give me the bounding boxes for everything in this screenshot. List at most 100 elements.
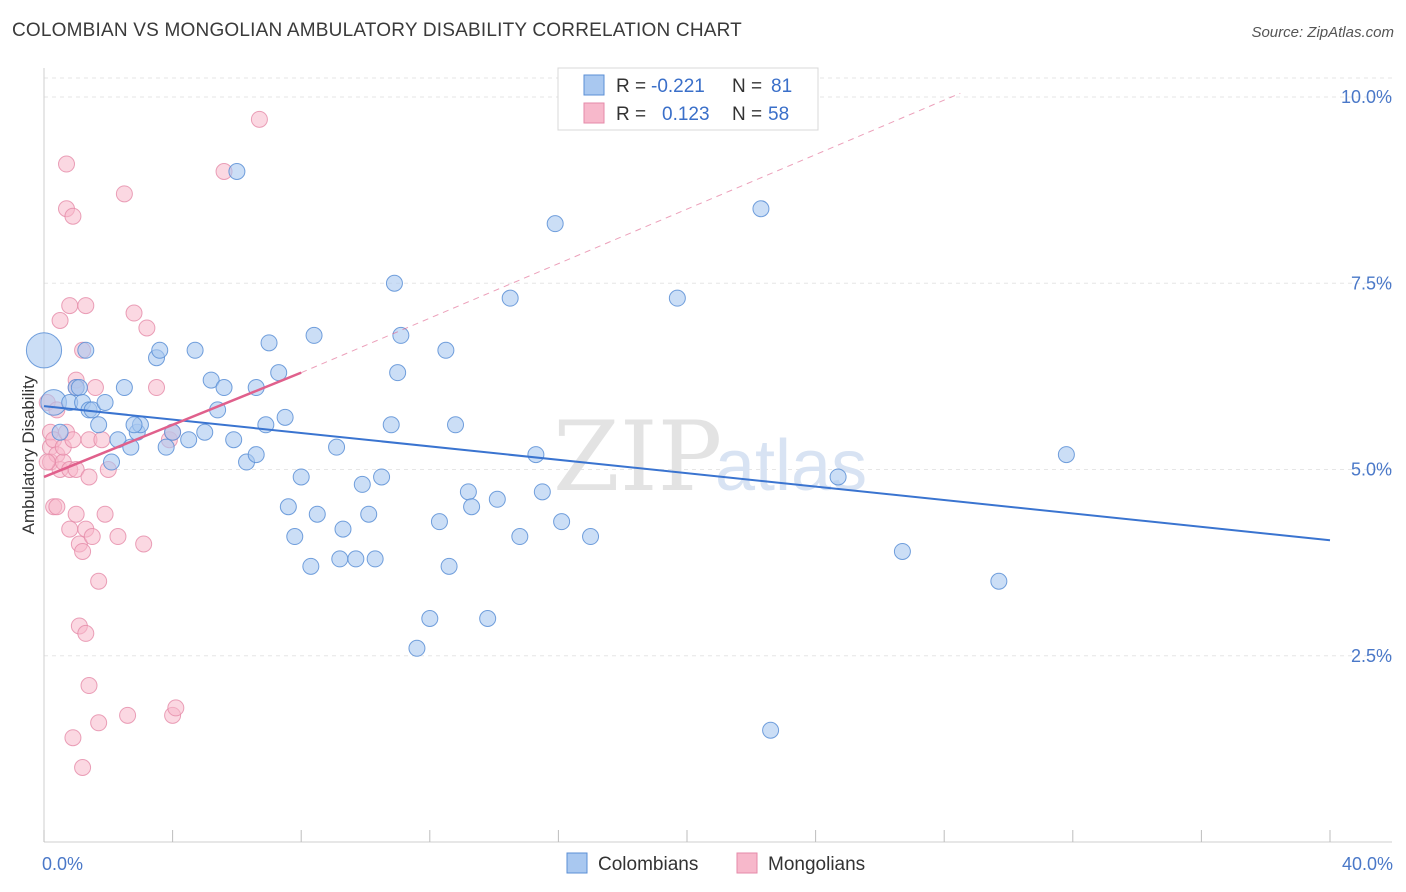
legend-swatch-mongolians: [583, 102, 605, 124]
data-point-colombians: [440, 557, 458, 575]
data-point-colombians: [276, 408, 294, 426]
data-point-mongolians: [86, 379, 104, 397]
data-point-colombians: [463, 498, 481, 516]
tick-labels: 2.5% 5.0% 7.5% 10.0% 0.0% 40.0%: [42, 87, 1393, 874]
grid-lines: [44, 77, 1392, 657]
legend-swatch-mongolians: [736, 852, 758, 874]
data-point-colombians: [668, 289, 686, 307]
data-point-colombians: [533, 483, 551, 501]
data-point-colombians: [115, 379, 133, 397]
x-tick-label: 40.0%: [1342, 854, 1393, 874]
data-point-colombians: [334, 520, 352, 538]
legend-n-value: 58: [768, 104, 789, 125]
data-point-colombians: [347, 550, 365, 568]
data-point-mongolians: [90, 714, 108, 732]
data-point-colombians: [752, 200, 770, 218]
legend-n-label: N =: [732, 104, 762, 125]
data-point-colombians: [302, 557, 320, 575]
data-point-colombians: [447, 416, 465, 434]
colombians-points: [25, 88, 1075, 739]
data-point-colombians: [328, 438, 346, 456]
data-point-mongolians: [80, 468, 98, 486]
data-point-colombians: [202, 371, 220, 389]
data-point-colombians: [488, 490, 506, 508]
legend-r-value: 0.123: [662, 104, 710, 125]
data-point-colombians: [582, 528, 600, 546]
data-point-colombians: [279, 498, 297, 516]
data-point-colombians: [382, 416, 400, 434]
data-point-colombians: [546, 215, 564, 233]
legend-label-colombians: Colombians: [598, 854, 698, 875]
trend-lines: [43, 92, 1331, 542]
data-point-colombians: [437, 341, 455, 359]
data-point-colombians: [501, 289, 519, 307]
data-point-colombians: [1057, 446, 1075, 464]
data-point-colombians: [196, 423, 214, 441]
data-point-colombians: [331, 550, 349, 568]
legend-r-label: R =: [616, 76, 646, 97]
series-legend: Colombians Mongolians: [566, 852, 865, 875]
data-point-mongolians: [119, 706, 137, 724]
data-point-mongolians: [90, 572, 108, 590]
data-point-mongolians: [167, 699, 185, 717]
data-point-mongolians: [109, 528, 127, 546]
data-point-colombians: [260, 334, 278, 352]
watermark: ZIP atlas: [553, 401, 867, 513]
watermark-atlas: atlas: [715, 426, 867, 506]
data-point-colombians: [157, 438, 175, 456]
data-point-colombians: [308, 505, 326, 523]
legend-r-value: -0.221: [651, 76, 705, 97]
data-point-colombians: [385, 274, 403, 292]
data-point-mongolians: [38, 453, 56, 471]
data-point-colombians: [305, 326, 323, 344]
data-point-colombians: [225, 431, 243, 449]
data-point-mongolians: [61, 520, 79, 538]
data-point-colombians: [430, 513, 448, 531]
data-point-mongolians: [77, 624, 95, 642]
legend-n-label: N =: [732, 76, 762, 97]
data-point-mongolians: [48, 498, 66, 516]
trend-line-colombians: [43, 405, 1331, 542]
data-point-colombians: [366, 550, 384, 568]
data-point-mongolians: [93, 431, 111, 449]
data-point-mongolians: [138, 319, 156, 337]
data-point-mongolians: [61, 297, 79, 315]
y-tick-label: 5.0%: [1351, 460, 1392, 480]
data-point-colombians: [893, 542, 911, 560]
legend-r-label: R =: [616, 104, 646, 125]
data-point-colombians: [527, 446, 545, 464]
legend-label-mongolians: Mongolians: [768, 854, 865, 875]
data-point-colombians: [829, 468, 847, 486]
data-point-colombians: [990, 572, 1008, 590]
data-point-mongolians: [125, 304, 143, 322]
chart-title: COLOMBIAN VS MONGOLIAN AMBULATORY DISABI…: [12, 20, 742, 41]
data-point-mongolians: [135, 535, 153, 553]
data-point-mongolians: [80, 677, 98, 695]
data-point-mongolians: [67, 505, 85, 523]
legend-swatch-colombians: [583, 74, 605, 96]
y-tick-label: 10.0%: [1341, 87, 1392, 107]
data-point-colombians: [96, 393, 114, 411]
data-point-colombians: [77, 341, 95, 359]
legend-n-value: 81: [771, 76, 792, 97]
data-point-colombians: [408, 639, 426, 657]
data-point-colombians: [762, 721, 780, 739]
data-point-colombians: [180, 431, 198, 449]
data-point-colombians: [459, 483, 477, 501]
data-point-mongolians: [115, 185, 133, 203]
source-label: Source: ZipAtlas.com: [1251, 24, 1394, 41]
data-point-colombians: [553, 513, 571, 531]
legend-swatch-colombians: [566, 852, 588, 874]
data-point-mongolians: [96, 505, 114, 523]
data-point-colombians: [90, 416, 108, 434]
data-point-mongolians: [250, 110, 268, 128]
watermark-zip: ZIP: [553, 401, 722, 513]
data-point-colombians: [360, 505, 378, 523]
data-point-colombians: [389, 364, 407, 382]
data-point-mongolians: [77, 297, 95, 315]
data-point-mongolians: [51, 312, 69, 329]
data-point-mongolians: [83, 528, 101, 546]
data-point-colombians: [511, 528, 529, 546]
data-point-colombians: [151, 341, 169, 359]
data-point-colombians: [51, 423, 69, 441]
